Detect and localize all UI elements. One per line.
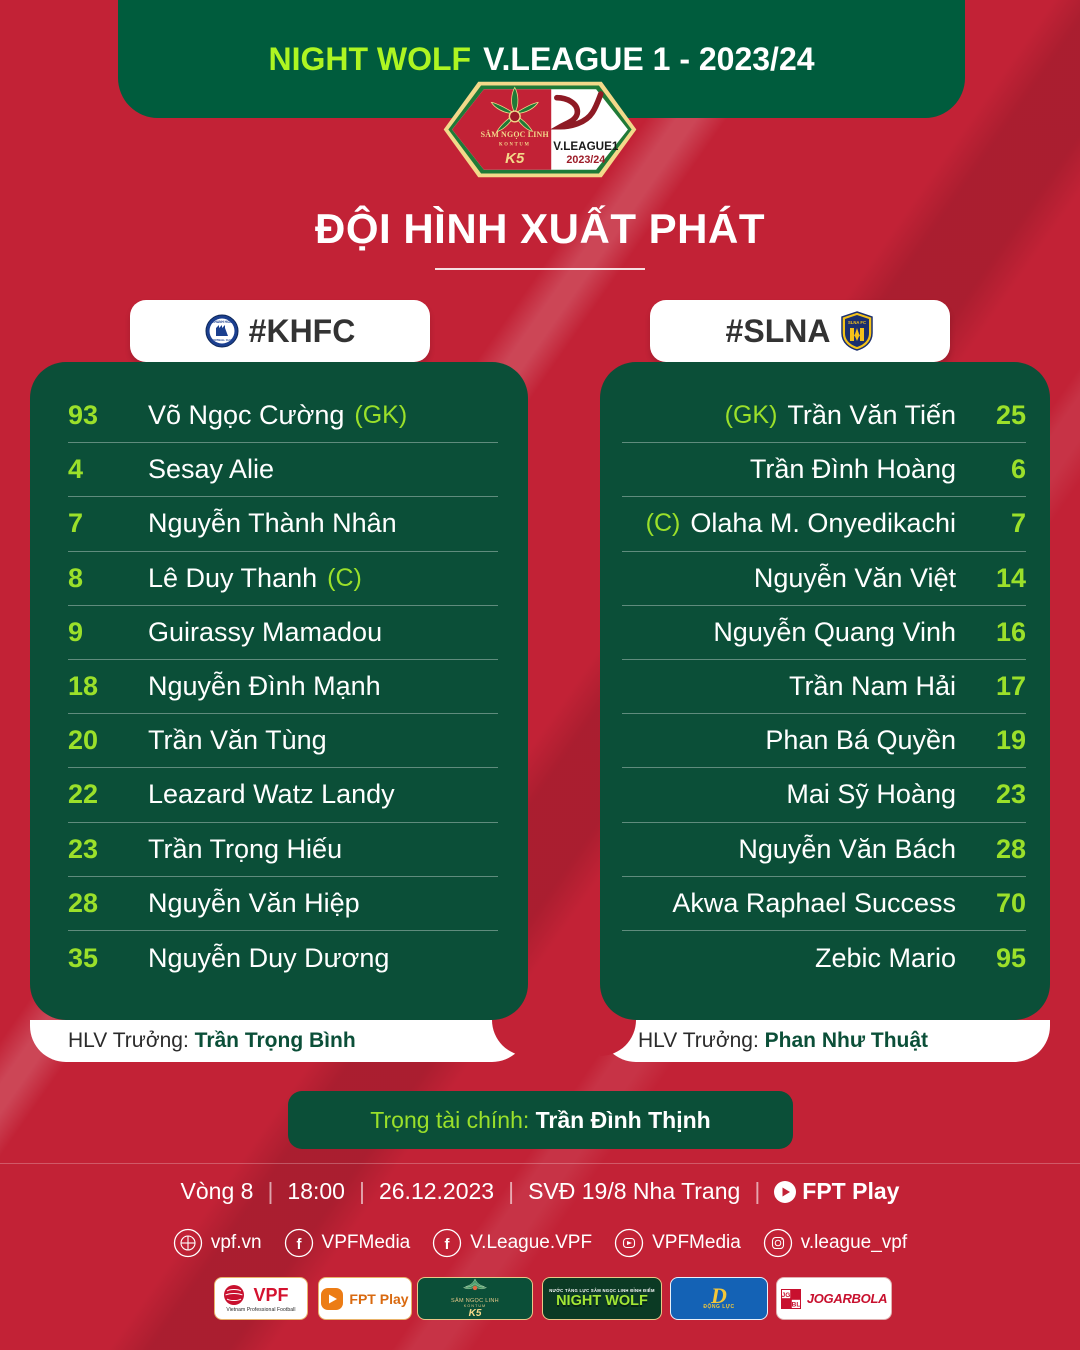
svg-text:KHANH HOA: KHANH HOA: [212, 320, 232, 324]
svg-text:2023/24: 2023/24: [566, 154, 605, 166]
svg-text:f: f: [445, 1236, 451, 1253]
svg-text:SÂM NGỌC LINH: SÂM NGỌC LINH: [481, 129, 550, 139]
svg-text:FOOTBALL CLUB: FOOTBALL CLUB: [211, 338, 233, 342]
svg-text:JG: JG: [781, 1292, 790, 1299]
svg-text:VPF: VPF: [253, 1285, 288, 1305]
svg-text:KONTUM: KONTUM: [499, 142, 531, 147]
svg-text:f: f: [296, 1236, 302, 1253]
svg-text:BL: BL: [791, 1301, 800, 1308]
svg-text:V.LEAGUE1: V.LEAGUE1: [553, 140, 619, 153]
svg-text:SLNA FC: SLNA FC: [848, 320, 866, 325]
svg-text:K5: K5: [505, 150, 525, 167]
